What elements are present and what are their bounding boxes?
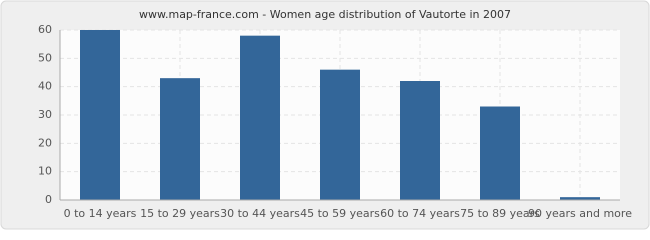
x-tick-label: 75 to 89 years (460, 207, 540, 220)
bar (400, 81, 440, 200)
bar (480, 106, 520, 200)
x-tick-label: 45 to 59 years (300, 207, 380, 220)
y-tick-label: 20 (38, 136, 52, 149)
x-tick-label: 60 to 74 years (380, 207, 460, 220)
y-tick-label: 0 (45, 193, 52, 206)
bar (560, 197, 600, 200)
x-tick-label: 90 years and more (528, 207, 632, 220)
bar (240, 35, 280, 200)
y-tick-label: 30 (38, 108, 52, 121)
x-tick-label: 15 to 29 years (140, 207, 220, 220)
bar (160, 78, 200, 200)
y-tick-label: 40 (38, 80, 52, 93)
bar (80, 30, 120, 200)
chart-title: www.map-france.com - Women age distribut… (139, 8, 511, 21)
y-tick-label: 60 (38, 23, 52, 36)
x-tick-label: 0 to 14 years (64, 207, 137, 220)
x-tick-label: 30 to 44 years (220, 207, 300, 220)
chart: www.map-france.com - Women age distribut… (0, 0, 650, 230)
bar (320, 69, 360, 201)
y-tick-label: 10 (38, 165, 52, 178)
y-tick-label: 50 (38, 51, 52, 64)
